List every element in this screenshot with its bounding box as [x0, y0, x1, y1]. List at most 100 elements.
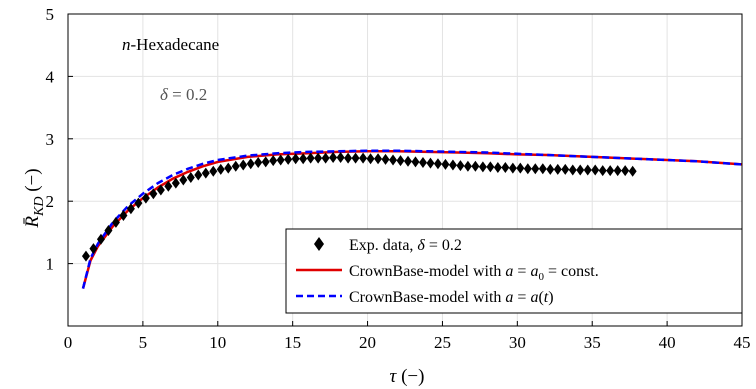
data-point-exp — [381, 153, 390, 165]
data-point-exp — [254, 157, 263, 169]
data-point-exp — [561, 163, 570, 175]
data-point-exp — [606, 165, 615, 177]
data-point-exp — [418, 157, 427, 169]
y-tick-label: 4 — [46, 67, 55, 86]
x-tick-label: 30 — [509, 333, 526, 352]
legend-text-const: CrownBase-model with a = a0 = const. — [349, 263, 599, 283]
annotation-delta: δ = 0.2 — [160, 85, 207, 104]
data-point-exp — [179, 174, 188, 186]
data-point-exp — [201, 167, 210, 179]
data-point-exp — [508, 162, 517, 174]
data-point-exp — [246, 158, 255, 170]
data-point-exp — [209, 165, 218, 177]
data-point-exp — [448, 159, 457, 171]
data-point-exp — [516, 162, 525, 174]
y-tick-label: 5 — [46, 5, 55, 24]
data-point-exp — [299, 153, 308, 165]
data-point-exp — [314, 152, 323, 164]
series-line-at — [81, 149, 743, 289]
data-point-exp — [598, 165, 607, 177]
data-point-exp — [291, 153, 300, 165]
data-point-exp — [351, 152, 360, 164]
data-point-exp — [344, 152, 353, 164]
data-point-exp — [441, 158, 450, 170]
data-point-exp — [81, 250, 90, 262]
data-point-exp — [156, 184, 165, 196]
data-point-exp — [321, 152, 330, 164]
data-point-exp — [583, 164, 592, 176]
data-point-exp — [186, 171, 195, 183]
data-point-exp — [276, 154, 285, 166]
data-point-exp — [471, 160, 480, 172]
data-point-exp — [306, 152, 315, 164]
data-point-exp — [141, 192, 150, 204]
legend-text-at: CrownBase-model with a = a(t) — [349, 289, 554, 306]
data-point-exp — [568, 164, 577, 176]
data-point-exp — [111, 216, 120, 228]
data-point-exp — [96, 233, 105, 245]
axes-box — [67, 13, 743, 327]
legend: Exp. data, δ = 0.2 CrownBase-model with … — [285, 228, 743, 314]
data-point-exp — [284, 153, 293, 165]
data-point-exp — [591, 164, 600, 176]
data-point-exp — [89, 243, 98, 255]
series-layer — [81, 149, 743, 289]
data-point-exp — [628, 165, 637, 177]
data-point-exp — [486, 161, 495, 173]
data-point-exp — [396, 155, 405, 167]
y-axis-label: R̄KD (−) — [22, 168, 47, 228]
data-point-exp — [403, 155, 412, 167]
data-point-exp — [478, 161, 487, 173]
x-tick-label: 25 — [434, 333, 451, 352]
x-tick-label: 35 — [584, 333, 601, 352]
x-tick-label: 15 — [284, 333, 301, 352]
data-point-exp — [336, 152, 345, 164]
data-point-exp — [621, 165, 630, 177]
data-point-exp — [104, 225, 113, 237]
x-tick-label: 45 — [734, 333, 751, 352]
data-point-exp — [426, 157, 435, 169]
y-tick-label: 2 — [46, 192, 55, 211]
data-point-exp — [261, 156, 270, 168]
data-point-exp — [463, 160, 472, 172]
data-point-exp — [231, 160, 240, 172]
x-tick-label: 5 — [139, 333, 148, 352]
data-point-exp — [411, 156, 420, 168]
legend-box — [285, 228, 743, 314]
data-point-exp — [366, 153, 375, 165]
x-tick-label: 10 — [209, 333, 226, 352]
y-tick-label: 3 — [46, 130, 55, 149]
data-point-exp — [224, 162, 233, 174]
data-point-exp — [389, 154, 398, 166]
data-point-exp — [531, 163, 540, 175]
data-point-exp — [216, 163, 225, 175]
x-tick-label: 40 — [659, 333, 676, 352]
x-axis-label: τ (−) — [390, 366, 425, 387]
data-point-exp — [359, 152, 368, 164]
data-point-exp — [329, 152, 338, 164]
data-point-exp — [171, 177, 180, 189]
data-point-exp — [553, 163, 562, 175]
data-point-exp — [456, 160, 465, 172]
legend-text-exp: Exp. data, δ = 0.2 — [349, 237, 462, 254]
data-point-exp — [523, 163, 532, 175]
legend-marker-exp — [314, 237, 324, 251]
data-point-exp — [546, 163, 555, 175]
data-point-exp — [269, 155, 278, 167]
x-tick-label: 0 — [64, 333, 73, 352]
data-point-exp — [501, 162, 510, 174]
data-point-exp — [119, 210, 128, 222]
data-point-exp — [538, 163, 547, 175]
y-tick-label: 1 — [46, 255, 55, 274]
data-point-exp — [164, 180, 173, 192]
data-point-exp — [149, 188, 158, 200]
data-point-exp — [194, 169, 203, 181]
annotation-substance: n-Hexadecane — [122, 35, 219, 54]
data-point-exp — [576, 164, 585, 176]
data-point-exp — [613, 165, 622, 177]
data-point-exp — [374, 153, 383, 165]
data-point-exp — [433, 158, 442, 170]
svg-text:R̄KD (−): R̄KD (−) — [22, 168, 47, 228]
